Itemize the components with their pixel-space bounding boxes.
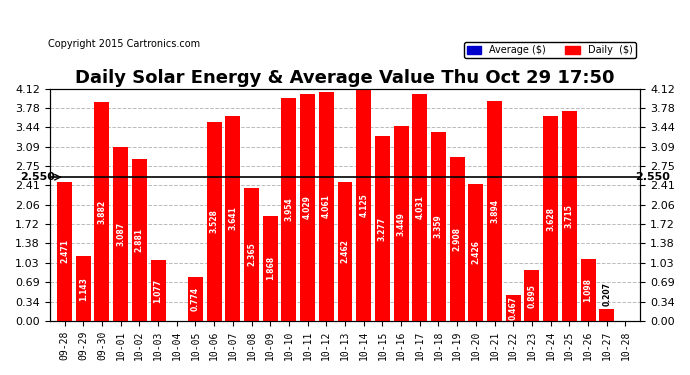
Bar [506,295,521,321]
Text: 2.462: 2.462 [340,240,350,264]
Text: 1.868: 1.868 [266,256,275,280]
Bar [132,159,147,321]
Text: 3.641: 3.641 [228,206,237,230]
Text: 3.628: 3.628 [546,207,555,231]
Bar [113,147,128,321]
Bar [226,116,240,321]
Bar [206,122,221,321]
Bar [487,101,502,321]
Bar [244,188,259,321]
Bar [562,111,577,321]
Text: 3.277: 3.277 [378,216,387,241]
Title: Daily Solar Energy & Average Value Thu Oct 29 17:50: Daily Solar Energy & Average Value Thu O… [75,69,615,87]
Text: 3.528: 3.528 [210,210,219,233]
Text: 1.077: 1.077 [154,279,163,303]
Text: 4.061: 4.061 [322,195,331,218]
Text: 3.715: 3.715 [565,204,574,228]
Bar [413,94,427,321]
Text: 3.449: 3.449 [397,212,406,236]
Text: 3.087: 3.087 [116,222,125,246]
Bar [188,277,203,321]
Text: 0.207: 0.207 [602,282,611,306]
Text: 0.895: 0.895 [527,284,536,308]
Text: 2.365: 2.365 [247,242,256,266]
Text: 3.894: 3.894 [490,199,499,223]
Text: 2.908: 2.908 [453,227,462,251]
Text: 4.031: 4.031 [415,195,424,219]
Bar [450,157,464,321]
Text: 3.359: 3.359 [434,214,443,238]
Text: 2.471: 2.471 [60,239,69,263]
Text: 4.029: 4.029 [303,195,312,219]
Bar [300,94,315,321]
Bar [263,216,277,321]
Bar [319,92,334,321]
Bar [57,182,72,321]
Bar [76,256,90,321]
Bar [282,98,297,321]
Bar [600,309,614,321]
Text: 1.143: 1.143 [79,277,88,301]
Text: 3.954: 3.954 [284,198,293,221]
Bar [431,132,446,321]
Bar [95,102,110,321]
Legend: Average ($), Daily  ($): Average ($), Daily ($) [464,42,635,58]
Bar [150,260,166,321]
Text: 3.882: 3.882 [97,200,106,223]
Text: 1.098: 1.098 [584,278,593,302]
Text: 2.426: 2.426 [471,241,480,264]
Text: 2.550: 2.550 [20,172,55,182]
Bar [543,116,558,321]
Text: 2.881: 2.881 [135,228,144,252]
Bar [580,259,595,321]
Text: 2.550: 2.550 [635,172,670,182]
Bar [524,270,540,321]
Bar [393,126,408,321]
Bar [337,182,353,321]
Bar [356,88,371,321]
Text: 0.467: 0.467 [509,296,518,320]
Text: 4.125: 4.125 [359,193,368,216]
Text: Copyright 2015 Cartronics.com: Copyright 2015 Cartronics.com [48,39,200,50]
Text: 0.774: 0.774 [191,287,200,311]
Bar [375,136,390,321]
Bar [469,184,484,321]
